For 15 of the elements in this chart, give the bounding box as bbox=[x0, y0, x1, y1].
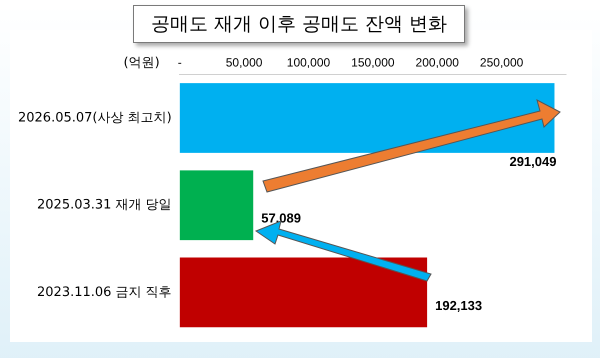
y-tick-label: 2025.03.31 재개 당일 bbox=[37, 198, 172, 213]
x-tick-label: 250,000 bbox=[480, 56, 524, 70]
x-tick-label: 150,000 bbox=[351, 56, 395, 70]
bar bbox=[180, 170, 254, 240]
x-tick-label: 200,000 bbox=[416, 56, 460, 70]
x-tick-label: 100,000 bbox=[286, 56, 330, 70]
chart-title: 공매도 재개 이후 공매도 잔액 변화 bbox=[133, 5, 465, 43]
x-axis-title: (억원) bbox=[124, 56, 160, 71]
y-tick-label: 2026.05.07(사상 최고치) bbox=[18, 110, 172, 126]
x-tick-label: - bbox=[178, 56, 182, 70]
x-tick-label: 50,000 bbox=[226, 56, 263, 70]
data-label: 192,133 bbox=[435, 298, 482, 313]
y-tick-label: 2023.11.06 금지 직후 bbox=[37, 284, 172, 300]
data-label: 57,089 bbox=[261, 210, 301, 226]
data-label: 291,049 bbox=[509, 154, 556, 169]
